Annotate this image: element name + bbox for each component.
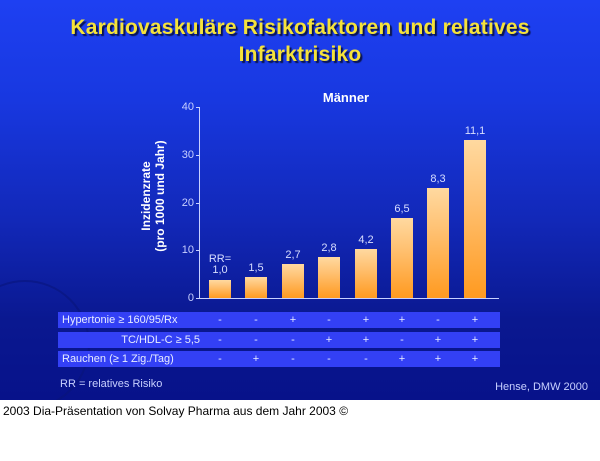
table-cell: +	[362, 314, 370, 326]
bar-value-label: 2,7	[285, 249, 301, 262]
rr-value: 1,0	[212, 264, 228, 277]
y-axis-label: Inzidenzrate (pro 1000 und Jahr)	[139, 131, 167, 261]
y-tick-mark	[196, 154, 200, 156]
x-axis-line	[199, 298, 499, 299]
y-tick-label: 20	[181, 196, 194, 209]
table-cell: -	[364, 353, 368, 365]
title-line-2: Infarktrisiko	[238, 43, 362, 66]
table-cell: +	[471, 334, 479, 346]
y-tick-label: 10	[181, 244, 194, 257]
bar	[245, 276, 267, 298]
y-tick-mark	[196, 298, 200, 299]
table-cell: +	[252, 353, 260, 365]
table-cell: -	[254, 314, 258, 326]
table-cell: -	[291, 334, 295, 346]
bar-value-label: 11,1	[464, 125, 486, 138]
table-cell: +	[325, 334, 333, 346]
bar-value-label: 4,2	[358, 234, 374, 247]
table-cell: -	[218, 353, 222, 365]
image-caption: 2003 Dia-Präsentation von Solvay Pharma …	[3, 404, 349, 418]
table-cell: +	[434, 334, 442, 346]
y-axis-label-line-2: (pro 1000 und Jahr)	[153, 140, 167, 252]
y-axis-label-line-1: Inzidenzrate	[139, 161, 153, 231]
table-cell: +	[398, 314, 406, 326]
bar-value-label: 8,3	[430, 172, 446, 185]
table-cell: -	[218, 314, 222, 326]
row-label: TC/HDL-C ≥ 5,5	[121, 334, 200, 346]
bar	[209, 280, 231, 298]
table-cell: -	[254, 334, 258, 346]
y-tick-label: 40	[181, 101, 194, 113]
table-cell: -	[218, 334, 222, 346]
row-label: Hypertonie ≥ 160/95/Rx	[62, 314, 178, 326]
bar	[391, 218, 413, 298]
table-row: Rauchen (≥ 1 Zig./Tag) - + - - - + + +	[58, 351, 500, 367]
table-cell: -	[327, 353, 331, 365]
y-tick-label: 0	[187, 292, 194, 304]
slide: Kardiovaskuläre Risikofaktoren und relat…	[0, 0, 600, 400]
bar-value-label: RR= 1,0	[200, 254, 240, 276]
table-cell: -	[327, 314, 331, 326]
rr-legend-note: RR = relatives Risiko	[60, 378, 163, 390]
y-tick-mark	[196, 250, 200, 252]
table-row: TC/HDL-C ≥ 5,5 - - - + + - + +	[58, 332, 500, 348]
bar	[282, 264, 304, 298]
title-line-1: Kardiovaskuläre Risikofaktoren und relat…	[70, 16, 530, 39]
table-cell: -	[436, 314, 440, 326]
chart-title: Männer	[322, 90, 370, 105]
table-cell: +	[398, 353, 406, 365]
table-row: Hypertonie ≥ 160/95/Rx - - + - + + - +	[58, 312, 500, 328]
row-label: Rauchen (≥ 1 Zig./Tag)	[62, 353, 174, 365]
bar	[427, 187, 449, 298]
slide-title: Kardiovaskuläre Risikofaktoren und relat…	[0, 14, 600, 68]
table-cell: +	[471, 353, 479, 365]
y-tick-label: 30	[181, 148, 194, 161]
table-cell: +	[362, 334, 370, 346]
bar	[355, 249, 377, 298]
table-cell: +	[434, 353, 442, 365]
source-citation: Hense, DMW 2000	[495, 381, 588, 393]
bar-value-label: 1,5	[248, 261, 264, 274]
table-cell: +	[289, 314, 297, 326]
y-tick-mark	[196, 107, 200, 108]
bar-value-label: 6,5	[394, 203, 410, 216]
bar	[318, 257, 340, 298]
bar-value-label: 2,8	[321, 242, 337, 255]
bar	[464, 140, 486, 298]
rr-prefix: RR=	[208, 253, 232, 266]
table-cell: -	[291, 353, 295, 365]
table-cell: -	[400, 334, 404, 346]
table-cell: +	[471, 314, 479, 326]
y-tick-mark	[196, 202, 200, 204]
